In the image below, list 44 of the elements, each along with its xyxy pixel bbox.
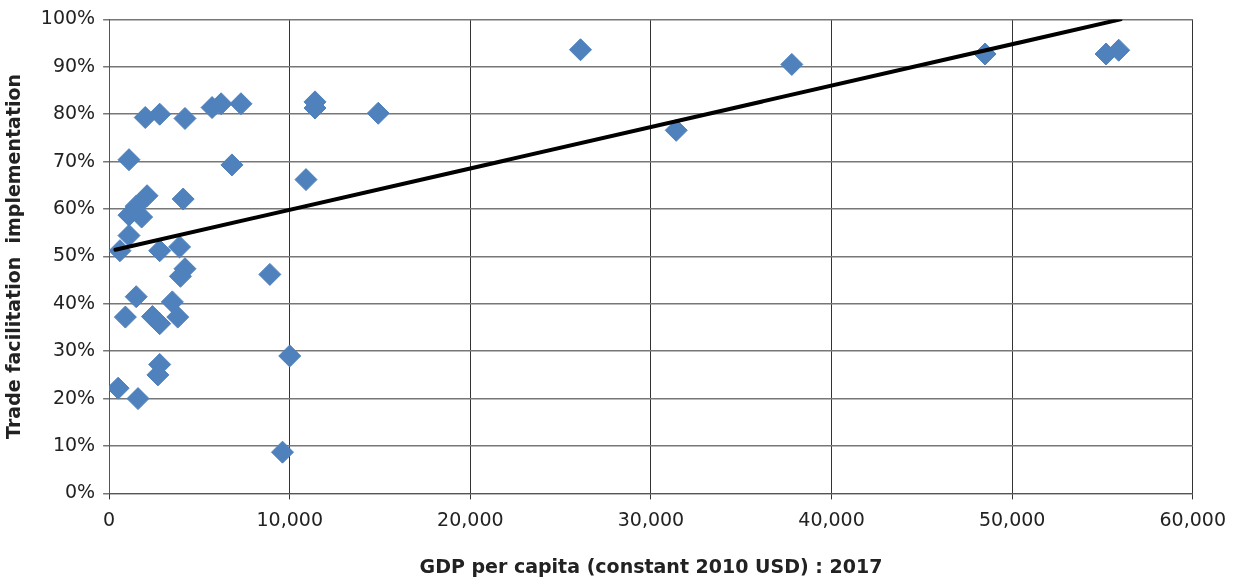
y-tick-label: 20%	[52, 385, 96, 408]
point	[780, 52, 804, 76]
x-axis-title: GDP per capita (constant 2010 USD) : 2017	[419, 554, 883, 577]
point	[124, 285, 148, 309]
point	[258, 262, 282, 286]
point	[148, 312, 172, 336]
y-tick-label: 10%	[52, 432, 96, 455]
x-tick-label: 40,000	[798, 507, 865, 530]
point	[135, 184, 159, 208]
point	[271, 440, 294, 464]
point	[126, 387, 150, 411]
x-tick-label: 50,000	[978, 507, 1046, 530]
y-tick-label: 80%	[52, 101, 96, 124]
point	[117, 224, 141, 248]
point	[148, 239, 172, 263]
point	[366, 101, 390, 125]
y-tick-label: 90%	[52, 53, 96, 76]
x-tick-label: 30,000	[617, 507, 685, 530]
point	[569, 38, 592, 62]
point	[113, 305, 137, 329]
point	[168, 235, 192, 259]
point	[166, 305, 190, 329]
point	[1107, 38, 1131, 62]
y-tick-label: 40%	[52, 290, 96, 313]
point	[220, 153, 244, 177]
point	[160, 290, 184, 314]
point	[148, 102, 172, 126]
point	[278, 344, 302, 368]
y-tick-label: 30%	[52, 338, 96, 361]
y-tick-label: 60%	[52, 195, 96, 218]
x-tick-label: 20,000	[437, 507, 504, 530]
point	[229, 92, 253, 116]
point	[173, 106, 197, 130]
y-tick-label: 0%	[64, 480, 96, 503]
point	[117, 148, 141, 172]
y-tick-label: 50%	[52, 243, 96, 266]
point	[171, 187, 195, 211]
x-tick-label: 60,000	[1159, 507, 1226, 530]
y-tick-label: 70%	[52, 148, 96, 171]
x-tick-label: 0	[103, 507, 116, 530]
point	[294, 168, 318, 192]
x-tick-label: 10,000	[256, 507, 323, 530]
y-axis-title: Trade facilitation implementation	[2, 73, 25, 439]
y-tick-label: 100%	[40, 6, 96, 29]
